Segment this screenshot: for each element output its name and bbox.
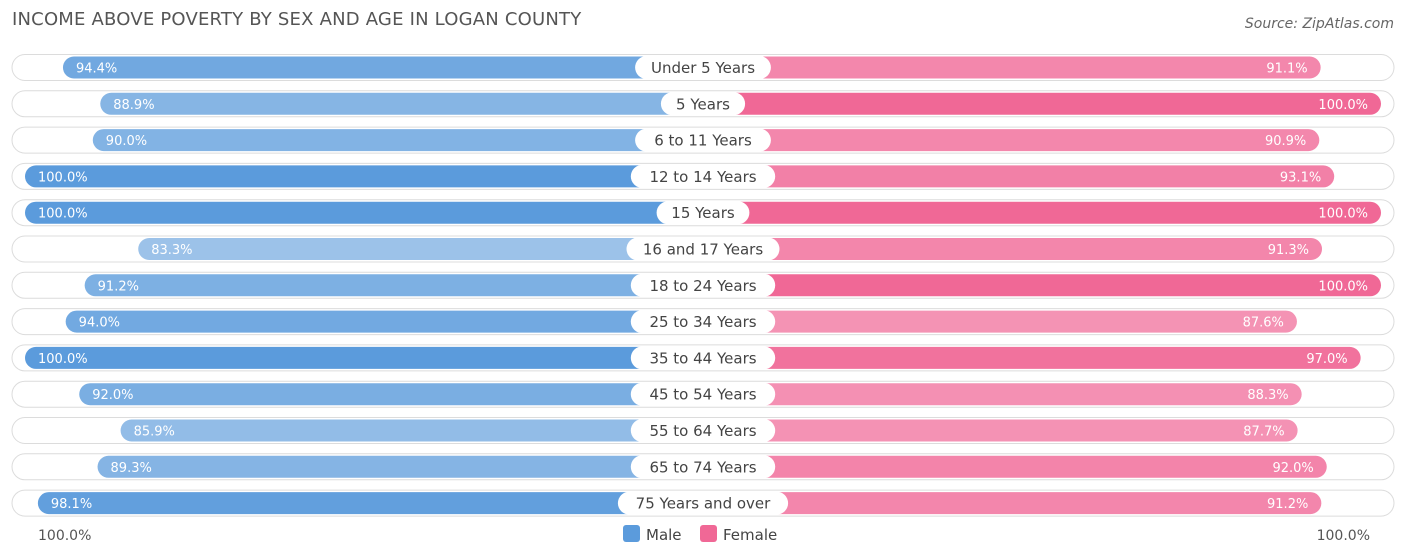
female-bar <box>703 492 1322 515</box>
male-value-label: 100.0% <box>38 170 88 185</box>
category-pill <box>626 237 780 261</box>
category-pill <box>617 491 789 515</box>
male-bar <box>25 165 703 188</box>
legend-female-label: Female <box>723 526 777 544</box>
female-value-label: 100.0% <box>1318 279 1368 294</box>
female-bar <box>703 201 1381 224</box>
male-value-label: 89.3% <box>111 461 152 476</box>
category-pill <box>630 346 776 370</box>
category-label: 16 and 17 Years <box>643 241 763 259</box>
male-bar <box>62 56 703 79</box>
male-bar <box>84 274 703 297</box>
female-value-label: 90.9% <box>1265 134 1306 149</box>
category-label: 65 to 74 Years <box>649 458 756 476</box>
female-bar <box>703 129 1320 152</box>
category-label: 55 to 64 Years <box>649 422 756 440</box>
male-value-label: 83.3% <box>151 243 192 258</box>
male-bar <box>25 201 703 224</box>
axis-right-label: 100.0% <box>1317 528 1370 544</box>
category-pill <box>630 310 776 334</box>
source-credit: Source: ZipAtlas.com <box>1244 16 1394 32</box>
category-pill <box>630 164 776 188</box>
category-label: 35 to 44 Years <box>649 349 756 367</box>
category-pill <box>630 273 776 297</box>
male-value-label: 88.9% <box>113 98 154 113</box>
category-label: 12 to 14 Years <box>649 168 756 186</box>
male-value-label: 100.0% <box>38 352 88 367</box>
female-bar <box>703 165 1335 188</box>
female-bar <box>703 383 1302 406</box>
male-value-label: 100.0% <box>38 207 88 222</box>
legend-male-label: Male <box>646 526 682 544</box>
female-value-label: 93.1% <box>1280 170 1321 185</box>
male-value-label: 94.0% <box>79 316 120 331</box>
female-value-label: 91.1% <box>1266 62 1307 77</box>
female-bar <box>703 56 1321 79</box>
category-pill <box>630 382 776 406</box>
category-label: 6 to 11 Years <box>654 132 752 150</box>
female-value-label: 87.6% <box>1243 316 1284 331</box>
male-value-label: 90.0% <box>106 134 147 149</box>
category-label: 25 to 34 Years <box>649 313 756 331</box>
female-value-label: 88.3% <box>1247 388 1288 403</box>
category-label: 18 to 24 Years <box>649 277 756 295</box>
category-label: 75 Years and over <box>636 495 771 513</box>
legend-male-swatch <box>623 525 640 542</box>
male-bar <box>65 310 704 333</box>
female-value-label: 91.3% <box>1268 243 1309 258</box>
male-value-label: 85.9% <box>134 425 175 440</box>
female-value-label: 100.0% <box>1318 207 1368 222</box>
female-bar <box>703 346 1361 369</box>
female-value-label: 97.0% <box>1306 352 1347 367</box>
category-label: Under 5 Years <box>651 59 755 77</box>
male-bar <box>37 492 703 515</box>
female-bar <box>703 92 1381 115</box>
male-value-label: 91.2% <box>98 279 139 294</box>
male-bar <box>92 129 704 152</box>
female-bar <box>703 310 1297 333</box>
axis-left-label: 100.0% <box>38 528 91 544</box>
male-value-label: 98.1% <box>51 497 92 512</box>
category-pill <box>635 128 771 152</box>
legend-female-swatch <box>700 525 717 542</box>
male-bar <box>97 455 703 478</box>
male-bar <box>79 383 704 406</box>
female-value-label: 92.0% <box>1272 461 1313 476</box>
female-bar <box>703 238 1323 260</box>
female-value-label: 87.7% <box>1243 425 1284 440</box>
female-bar <box>703 419 1298 442</box>
category-label: 15 Years <box>671 204 735 222</box>
male-bar <box>138 238 703 260</box>
female-bar <box>703 455 1327 478</box>
chart-title: INCOME ABOVE POVERTY BY SEX AND AGE IN L… <box>12 9 582 30</box>
category-pill <box>660 92 746 116</box>
male-value-label: 94.4% <box>76 62 117 77</box>
male-bar <box>120 419 703 442</box>
category-pill <box>630 419 776 442</box>
male-bar <box>100 92 704 115</box>
category-pill <box>630 455 776 479</box>
category-pill <box>635 56 771 79</box>
female-bar <box>703 274 1381 297</box>
female-value-label: 91.2% <box>1267 497 1308 512</box>
category-pill <box>656 201 750 225</box>
male-bar <box>25 346 703 369</box>
category-label: 45 to 54 Years <box>649 386 756 404</box>
category-label: 5 Years <box>676 95 730 113</box>
male-value-label: 92.0% <box>92 388 133 403</box>
female-value-label: 100.0% <box>1318 98 1368 113</box>
